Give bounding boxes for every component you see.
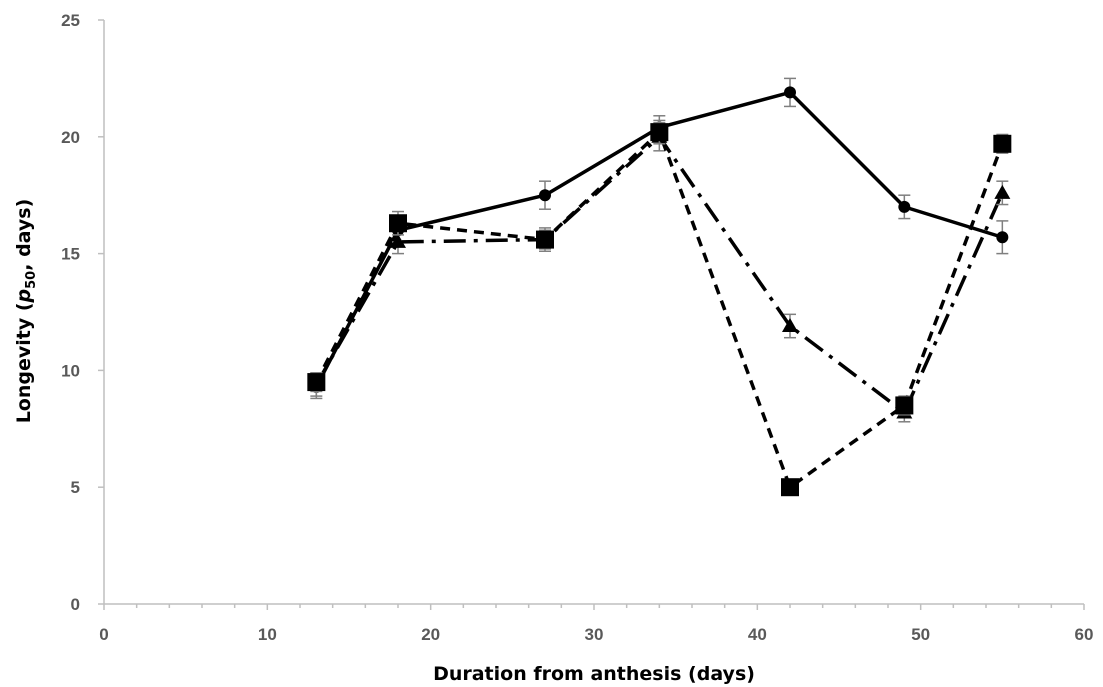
y-axis-title-var: p bbox=[13, 289, 35, 304]
y-tick-label: 5 bbox=[71, 478, 80, 497]
series-triangle bbox=[308, 122, 1011, 423]
x-axis-title: Duration from anthesis (days) bbox=[433, 663, 755, 685]
data-point-square bbox=[993, 134, 1012, 153]
x-tick-label: 20 bbox=[421, 625, 440, 644]
x-tick-label: 50 bbox=[911, 625, 930, 644]
data-point-square bbox=[389, 214, 407, 233]
y-tick-label: 10 bbox=[61, 361, 80, 380]
data-point-circle bbox=[996, 231, 1009, 244]
y-axis-title-sub: 50 bbox=[24, 271, 39, 289]
y-tick-label: 25 bbox=[61, 11, 80, 30]
y-axis-title-prefix: Longevity ( bbox=[13, 302, 35, 423]
x-tick-label: 10 bbox=[258, 625, 277, 644]
x-tick-label: 40 bbox=[748, 625, 767, 644]
series-square bbox=[307, 119, 1012, 497]
data-point-circle bbox=[784, 86, 796, 99]
axes: 0 5 10 15 20 25 0 10 20 30 40 50 60 bbox=[61, 11, 1093, 644]
x-tick-label: 30 bbox=[585, 625, 604, 644]
data-point-square bbox=[536, 230, 554, 249]
series-line-square bbox=[314, 130, 1004, 489]
data-point-triangle bbox=[782, 318, 798, 333]
x-tick-label: 0 bbox=[99, 625, 108, 644]
data-point-square bbox=[650, 123, 669, 142]
data-point-circle bbox=[898, 200, 911, 213]
data-point-square bbox=[781, 478, 799, 497]
data-point-circle bbox=[539, 189, 551, 202]
y-axis-title: Longevity (p50, days) bbox=[13, 199, 39, 424]
data-point-square bbox=[307, 373, 326, 392]
y-tick-label: 15 bbox=[61, 245, 80, 264]
x-tick-label: 60 bbox=[1075, 625, 1094, 644]
y-axis-title-suffix: , days) bbox=[13, 199, 35, 271]
y-tick-label: 0 bbox=[71, 595, 80, 614]
y-tick-label: 20 bbox=[61, 128, 80, 147]
data-point-triangle bbox=[994, 184, 1011, 199]
series-group bbox=[307, 77, 1012, 497]
data-point-square bbox=[895, 396, 914, 415]
series-line-triangle bbox=[314, 135, 1004, 415]
data-point-triangle bbox=[390, 233, 406, 248]
